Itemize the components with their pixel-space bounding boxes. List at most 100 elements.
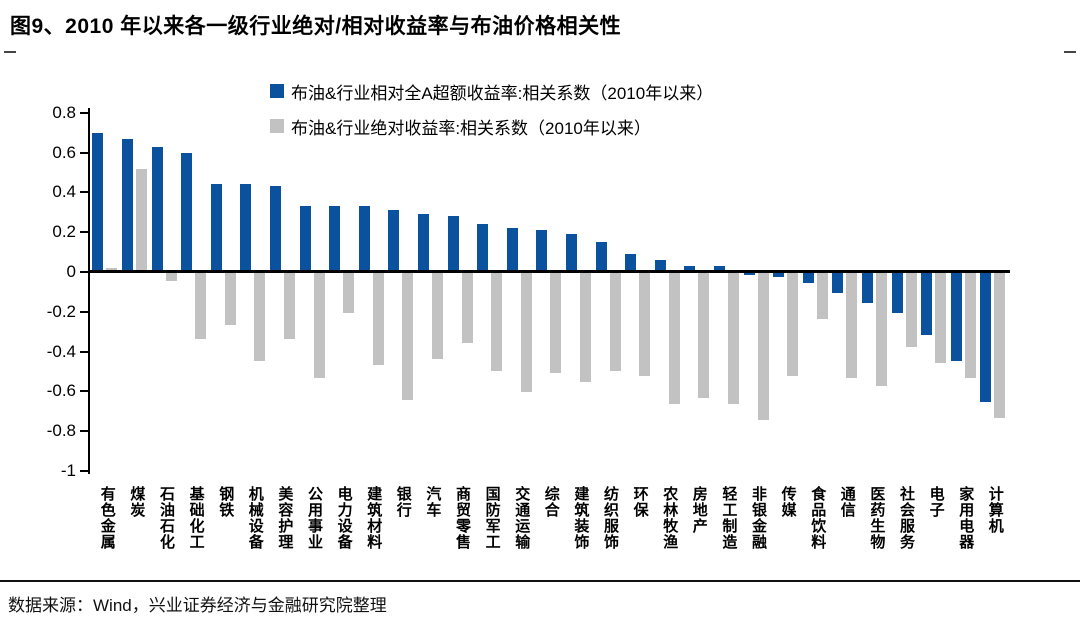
relative-bar-21: [713, 266, 725, 273]
legend-item-relative-return: 布油&行业相对全A超额收益率:相关系数（2010年以来）: [270, 80, 714, 103]
x-axis-label-22: 非银金融: [750, 486, 767, 550]
x-axis-label-11: 汽车: [424, 486, 442, 518]
relative-bar-3: [181, 152, 193, 272]
x-axis-label-15: 综合: [542, 486, 560, 518]
relative-bar-14: [506, 228, 518, 273]
y-tick-mark-4: [80, 271, 88, 273]
relative-bar-18: [625, 254, 637, 273]
relative-bar-9: [358, 206, 370, 273]
absolute-bar-3: [195, 273, 207, 339]
y-tick-label-8: -0.8: [46, 421, 76, 441]
relative-bar-6: [269, 186, 281, 273]
absolute-bar-4: [224, 273, 236, 325]
relative-bar-28: [921, 273, 933, 335]
y-tick-mark-5: [80, 310, 88, 313]
absolute-bar-1: [135, 168, 147, 272]
absolute-bar-12: [461, 273, 473, 343]
relative-bar-19: [654, 260, 666, 273]
absolute-bar-22: [757, 273, 769, 420]
absolute-bar-15: [550, 273, 562, 373]
y-tick-label-9: -1: [60, 461, 76, 480]
footer-divider: [0, 580, 1080, 582]
absolute-bar-11: [431, 273, 443, 359]
y-tick-label-1: 0.6: [52, 142, 76, 162]
x-axis-label-2: 石油石化: [158, 486, 175, 550]
y-tick-label-0: 0.8: [52, 102, 76, 122]
absolute-bar-24: [816, 273, 828, 319]
x-axis-label-5: 机械设备: [246, 486, 264, 550]
relative-bar-24: [802, 273, 814, 283]
relative-bar-23: [773, 273, 785, 277]
x-axis-label-19: 农林牧渔: [661, 486, 679, 550]
legend-label-absolute: 布油&行业绝对收益率:相关系数（2010年以来）: [291, 118, 651, 138]
x-axis-label-7: 公用事业: [306, 486, 323, 550]
absolute-bar-6: [283, 273, 295, 339]
x-axis-label-4: 钢铁: [217, 486, 235, 518]
relative-bar-26: [861, 273, 873, 303]
absolute-bar-5: [254, 273, 266, 361]
x-axis-label-18: 环保: [631, 486, 649, 518]
relative-bar-7: [299, 206, 311, 273]
absolute-bar-17: [609, 273, 621, 371]
x-axis-label-17: 纺织服饰: [602, 486, 619, 550]
absolute-bar-7: [313, 273, 325, 378]
x-axis-label-3: 基础化工: [187, 486, 205, 550]
x-axis-label-20: 房地产: [690, 486, 708, 534]
y-tick-label-5: -0.2: [46, 301, 76, 321]
legend-label-relative: 布油&行业相对全A超额收益率:相关系数（2010年以来）: [291, 83, 714, 103]
y-tick-label-2: 0.4: [52, 182, 76, 202]
relative-bar-15: [536, 230, 548, 273]
relative-bar-25: [832, 273, 844, 293]
relative-bar-17: [595, 242, 607, 273]
x-axis-label-26: 医药生物: [868, 486, 886, 550]
x-axis-label-30: 计算机: [986, 486, 1004, 534]
absolute-bar-13: [491, 273, 503, 371]
absolute-bar-29: [964, 273, 976, 378]
x-axis-label-13: 国防军工: [483, 486, 501, 550]
figure-title: 图9、2010 年以来各一级行业绝对/相对收益率与布油价格相关性: [10, 15, 622, 38]
absolute-bar-19: [668, 273, 680, 404]
x-axis-label-21: 轻工制造: [720, 486, 738, 550]
relative-bar-12: [447, 216, 459, 273]
relative-bar-22: [743, 273, 755, 275]
y-tick-mark-2: [80, 191, 88, 194]
x-axis-label-29: 家用电器: [957, 486, 975, 550]
absolute-bar-20: [698, 273, 710, 398]
absolute-bar-25: [846, 273, 858, 378]
y-tick-label-3: 0.2: [52, 222, 76, 242]
absolute-bar-30: [994, 273, 1006, 418]
absolute-bar-10: [402, 273, 414, 400]
x-axis-label-8: 电力设备: [335, 486, 353, 550]
source-note: 数据来源：Wind，兴业证券经济与金融研究院整理: [8, 596, 387, 615]
y-tick-label-6: -0.4: [46, 341, 76, 361]
x-axis-label-16: 建筑装饰: [572, 486, 590, 550]
x-axis-label-23: 传媒: [779, 486, 797, 518]
x-axis-label-28: 电子: [927, 486, 945, 518]
border-dash-right: [1064, 51, 1076, 53]
x-axis-label-6: 美容护理: [276, 486, 294, 550]
absolute-bar-28: [935, 273, 947, 363]
absolute-bar-2: [165, 273, 177, 281]
relative-bar-10: [388, 210, 400, 273]
y-tick-mark-8: [80, 430, 88, 433]
relative-bar-13: [477, 224, 489, 273]
y-tick-label-7: -0.6: [46, 381, 76, 401]
absolute-bar-14: [520, 273, 532, 392]
x-axis-label-1: 煤炭: [128, 486, 146, 518]
relative-bar-1: [121, 138, 133, 272]
x-axis-label-27: 社会服务: [898, 486, 915, 550]
absolute-bar-9: [372, 273, 384, 365]
relative-bar-16: [565, 234, 577, 273]
relative-bar-30: [980, 273, 992, 402]
y-tick-mark-0: [80, 111, 88, 114]
relative-bar-8: [329, 206, 341, 273]
x-axis-label-24: 食品饮料: [809, 486, 827, 550]
zero-baseline: [88, 270, 1010, 273]
legend-item-absolute-return: 布油&行业绝对收益率:相关系数（2010年以来）: [270, 115, 713, 138]
absolute-bar-8: [343, 273, 355, 313]
y-tick-mark-1: [80, 151, 88, 154]
y-tick-mark-9: [80, 470, 88, 472]
relative-bar-2: [151, 146, 163, 272]
border-dash-left: [4, 51, 16, 53]
